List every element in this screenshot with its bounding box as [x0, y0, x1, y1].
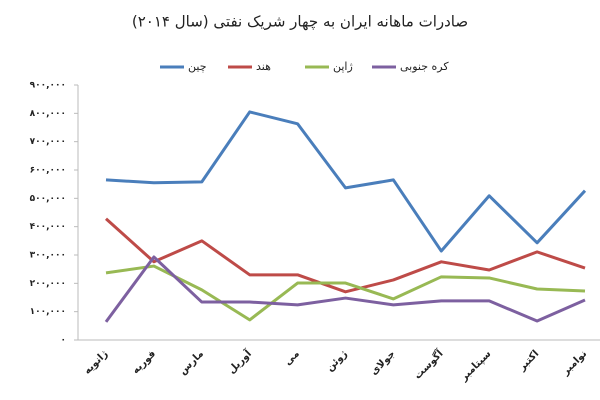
x-tick-label: آگوست — [411, 347, 446, 382]
x-tick-label: فوریه — [130, 348, 158, 376]
x-tick-label: مارس — [177, 348, 206, 377]
y-tick-label: ۴۰۰,۰۰۰ — [30, 222, 66, 232]
y-tick-label: ۸۰۰,۰۰۰ — [30, 109, 66, 119]
x-tick-label: ژوئن — [324, 348, 349, 373]
x-tick-label: سپتامبر — [458, 348, 494, 384]
series-line — [105, 264, 586, 322]
x-tick-label: اکتبر — [516, 348, 541, 373]
series-line — [104, 255, 586, 323]
x-tick-label: جولای — [369, 348, 398, 377]
legend-label: هند — [256, 60, 271, 73]
x-tick-label: می — [283, 348, 302, 367]
chart-title: صادرات ماهانه ایران به چهار شریک نفتی (س… — [132, 13, 468, 31]
x-tick-label: آوریل — [225, 347, 254, 376]
legend-label: کره جنوبی — [400, 60, 449, 73]
y-tick-label: ۳۰۰,۰۰۰ — [30, 251, 66, 261]
y-tick-label: ۵۰۰,۰۰۰ — [30, 194, 66, 204]
y-tick-label: ۰ — [61, 336, 67, 346]
x-tick-label: ژانویه — [82, 348, 110, 376]
legend-label: ژاپن — [333, 60, 353, 73]
series-line — [104, 217, 586, 294]
series-line — [105, 110, 587, 253]
x-tick-label: نوامبر — [560, 348, 590, 378]
y-tick-label: ۱۰۰,۰۰۰ — [30, 307, 66, 317]
y-tick-label: ۲۰۰,۰۰۰ — [30, 279, 66, 289]
y-tick-label: ۹۰۰,۰۰۰ — [30, 81, 66, 91]
y-tick-label: ۶۰۰,۰۰۰ — [30, 166, 66, 176]
legend-label: چین — [188, 60, 207, 73]
y-tick-label: ۷۰۰,۰۰۰ — [30, 137, 66, 147]
